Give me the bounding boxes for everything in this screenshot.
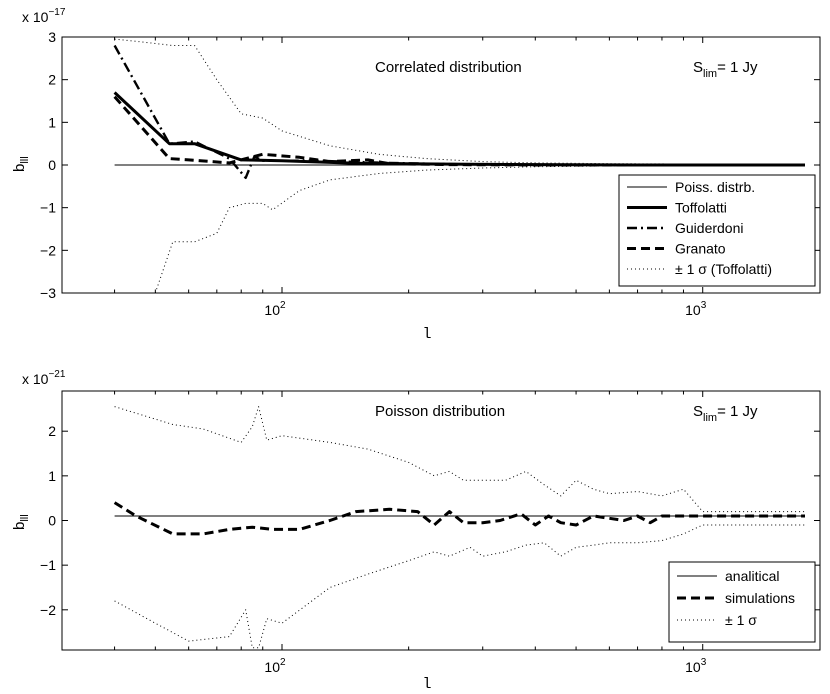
y-axis-label: blll <box>11 514 31 530</box>
x-tick-label: 102 <box>264 300 286 318</box>
y-tick-label: −2 <box>40 242 56 258</box>
y-tick-label: −2 <box>40 602 56 618</box>
series-1-toffolatti <box>114 38 806 166</box>
y-tick-label: −3 <box>40 285 56 301</box>
poisson-panel: −2 −1 0 1 2 102 103 x 10−21 blll l Poisson di… <box>11 369 821 693</box>
y-tick-labels: −3 −2 −1 0 1 2 3 <box>40 29 56 301</box>
legend-label: ± 1 σ (Toffolatti) <box>675 261 772 277</box>
legend-label: ± 1 σ <box>725 612 757 628</box>
legend-label: analitical <box>725 568 779 584</box>
y-exponent: x 10−17 <box>22 7 66 25</box>
y-tick-label: −1 <box>40 557 56 573</box>
legend: Poiss. distrb. Toffolatti Guiderdoni Granat… <box>618 174 816 287</box>
y-tick-label: 1 <box>48 468 56 484</box>
legend-label: Guiderdoni <box>675 220 744 236</box>
legend-label: Toffolatti <box>675 200 727 216</box>
legend-label: simulations <box>725 590 795 606</box>
legend: analitical simulations ± 1 σ <box>668 561 816 643</box>
chart-title: Poisson distribution <box>375 403 505 420</box>
series-layer <box>113 406 805 649</box>
x-tick-label: 102 <box>264 657 286 675</box>
series-simulations <box>113 501 805 536</box>
legend-items: analitical simulations ± 1 σ <box>677 568 795 628</box>
series-granato <box>113 95 805 167</box>
legend-items: Poiss. distrb. Toffolatti Guiderdoni Granat… <box>627 179 772 277</box>
series-1 <box>114 406 805 513</box>
legend-label: Granato <box>675 241 726 257</box>
x-tick-label: 103 <box>685 657 707 675</box>
correlated-panel: −3 −2 −1 0 1 2 3 102 103 x 10−17 blll l Correla… <box>11 7 821 343</box>
y-tick-label: 0 <box>48 513 56 529</box>
series-layer <box>113 38 806 294</box>
x-axis-label: l <box>422 326 431 343</box>
x-tick-labels: 102 103 <box>264 300 706 318</box>
y-tick-label: 2 <box>48 423 56 439</box>
y-tick-label: −1 <box>40 200 56 216</box>
y-tick-label: 0 <box>48 157 56 173</box>
y-exponent: x 10−21 <box>22 369 66 387</box>
y-tick-label: 1 <box>48 114 56 130</box>
legend-box <box>618 174 816 287</box>
y-tick-label: 2 <box>48 72 56 88</box>
x-axis-label: l <box>422 676 431 693</box>
series-1 <box>114 524 805 649</box>
x-tick-label: 103 <box>685 300 707 318</box>
y-tick-labels: −2 −1 0 1 2 <box>40 423 56 618</box>
tick-marks <box>61 391 820 650</box>
y-axis-label: blll <box>11 156 31 172</box>
x-tick-labels: 102 103 <box>264 657 706 675</box>
slim-annotation: Slim= 1 Jy <box>693 403 758 424</box>
slim-annotation: Slim= 1 Jy <box>693 59 758 80</box>
chart-title: Correlated distribution <box>375 59 522 76</box>
y-tick-label: 3 <box>48 29 56 45</box>
legend-label: Poiss. distrb. <box>675 179 755 195</box>
legend-box <box>668 561 816 643</box>
